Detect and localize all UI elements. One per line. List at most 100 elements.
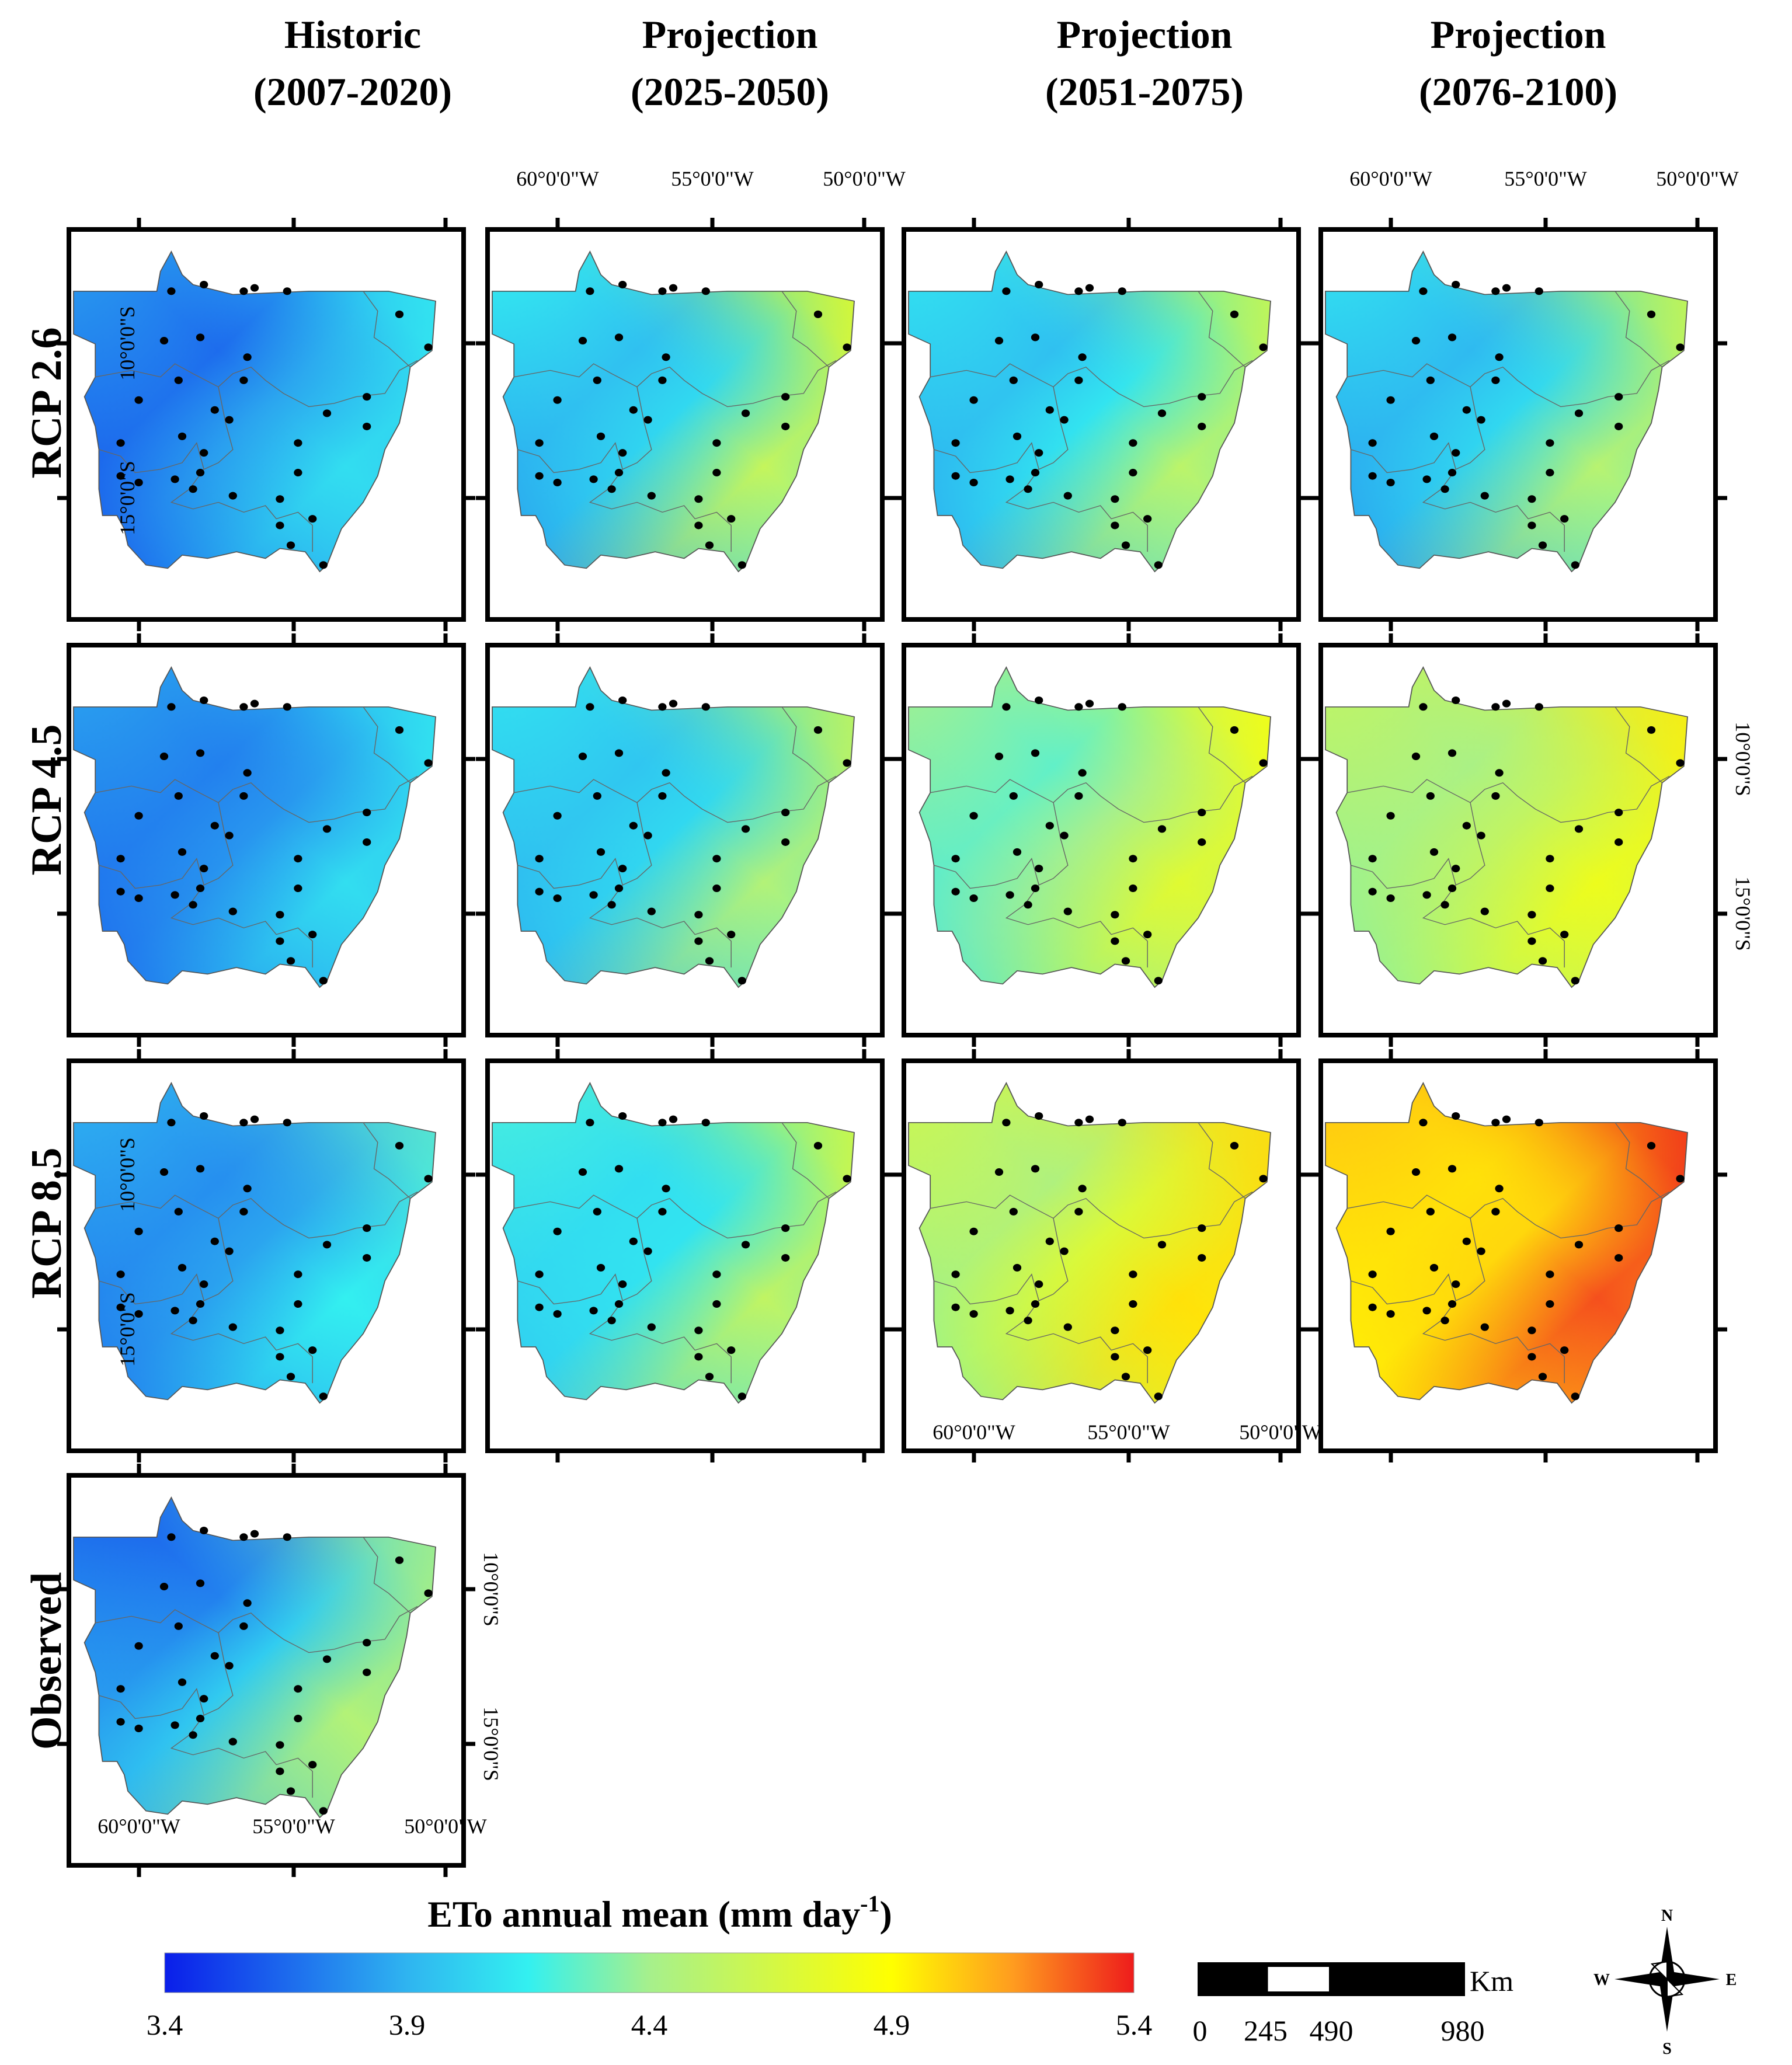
compass-n: N [1661, 1907, 1673, 1925]
state-outline [492, 666, 855, 988]
state-outline [73, 666, 436, 988]
latitude-label: 10°0'0"S [479, 1552, 503, 1627]
region-boundary [934, 442, 1148, 552]
region-boundary [622, 802, 652, 886]
legend-tick-label: 3.4 [147, 2008, 183, 2041]
scale-bar-segment [1230, 1962, 1268, 1996]
map-panel [57, 218, 475, 631]
map-panel [476, 218, 894, 631]
longitude-label: 55°0'0"W [1504, 167, 1587, 190]
longitude-label: 50°0'0"W [404, 1815, 487, 1838]
compass-e: E [1726, 1971, 1737, 1989]
latitude-label: 15°0'0"S [479, 1707, 503, 1781]
longitude-label: 60°0'0"W [98, 1815, 180, 1838]
region-boundary [781, 1122, 830, 1199]
region-boundary [517, 858, 732, 968]
scale-label: 980 [1441, 2014, 1485, 2047]
column-period: (2051-2075) [1045, 69, 1244, 114]
region-boundary [1038, 1218, 1069, 1301]
region-boundary [203, 1632, 234, 1716]
map-panel [1309, 1049, 1727, 1462]
state-outline [1325, 250, 1688, 573]
region-boundary [622, 386, 652, 470]
region-boundary [934, 1273, 1148, 1384]
region-boundary [203, 802, 234, 886]
state-map [908, 250, 1271, 573]
region-boundary [363, 1122, 411, 1199]
map-panel [57, 1049, 475, 1462]
region-boundary [203, 386, 234, 470]
compass-s: S [1662, 2040, 1672, 2058]
column-period: (2076-2100) [1419, 69, 1617, 114]
scale-label: 490 [1310, 2014, 1353, 2047]
state-outline [73, 1496, 436, 1819]
eto-surface [492, 1083, 854, 1404]
region-boundary [934, 858, 1148, 968]
row-title: RCP 2.6 [23, 328, 71, 479]
scale-bar-segment [1263, 1962, 1334, 1996]
legend-tick-label: 4.9 [874, 2008, 910, 2041]
compass-w: W [1593, 1971, 1610, 1989]
latitude-label: 10°0'0"S [116, 1137, 139, 1212]
region-boundary [1038, 802, 1069, 886]
region-boundary [99, 442, 313, 552]
figure-labels: Historic (2007-2020) Projection (2025-2050)… [23, 12, 1755, 1838]
longitude-label: 50°0'0"W [823, 167, 906, 190]
region-boundary [1455, 802, 1485, 886]
scale-unit: Km [1470, 1965, 1513, 1997]
row-title: RCP 4.5 [23, 725, 71, 876]
column-title: Historic [284, 12, 421, 57]
region-boundary [1198, 291, 1246, 368]
region-boundary [99, 1273, 313, 1384]
eto-surface [492, 667, 854, 988]
longitude-label: 60°0'0"W [1349, 167, 1432, 190]
column-title: Projection [1431, 12, 1606, 57]
scale-bar-segment [1329, 1962, 1465, 1996]
region-boundary [517, 1273, 732, 1384]
scale-bar-segment [1198, 1962, 1236, 1996]
legend-tick-label: 5.4 [1116, 2008, 1153, 2041]
latitude-label: 10°0'0"S [1731, 722, 1755, 796]
region-boundary [1455, 1218, 1485, 1301]
state-outline [492, 1082, 855, 1404]
legend-tick-label: 3.9 [389, 2008, 426, 2041]
legend-tick-label: 4.4 [631, 2008, 668, 2041]
latitude-label: 15°0'0"S [116, 461, 139, 535]
map-panel [892, 633, 1310, 1047]
region-boundary [1351, 442, 1565, 552]
state-outline [908, 250, 1271, 573]
longitude-label: 55°0'0"W [671, 167, 754, 190]
column-period: (2007-2020) [253, 69, 452, 114]
scale-label: 245 [1244, 2014, 1288, 2047]
longitude-label: 50°0'0"W [1239, 1420, 1322, 1444]
region-boundary [1351, 858, 1565, 968]
legend-title: ETo annual mean (mm day-1) [427, 1890, 892, 1935]
state-outline [908, 1082, 1271, 1404]
map-panel [476, 633, 894, 1047]
longitude-label: 60°0'0"W [516, 167, 599, 190]
column-title: Projection [1057, 12, 1233, 57]
map-panel [892, 1049, 1310, 1462]
region-boundary [622, 1218, 652, 1301]
state-outline [492, 250, 855, 573]
longitude-label: 50°0'0"W [1656, 167, 1739, 190]
state-outline [908, 666, 1271, 988]
scale-label: 0 [1193, 2014, 1208, 2047]
latitude-label: 15°0'0"S [116, 1292, 139, 1367]
region-boundary [363, 706, 411, 783]
state-map [73, 1496, 436, 1819]
state-outline [73, 1082, 436, 1404]
region-boundary [517, 442, 732, 552]
region-boundary [1614, 291, 1663, 368]
region-boundary [363, 1537, 411, 1614]
column-title: Projection [642, 12, 818, 57]
scale-bar: Km 0 245 490 980 [1193, 1962, 1513, 2047]
longitude-label: 60°0'0"W [932, 1420, 1015, 1444]
region-boundary [1455, 386, 1485, 470]
eto-surface [909, 252, 1271, 572]
region-boundary [1614, 1122, 1663, 1199]
column-period: (2025-2050) [631, 69, 829, 114]
region-boundary [99, 858, 313, 968]
latitude-label: 10°0'0"S [116, 306, 139, 381]
